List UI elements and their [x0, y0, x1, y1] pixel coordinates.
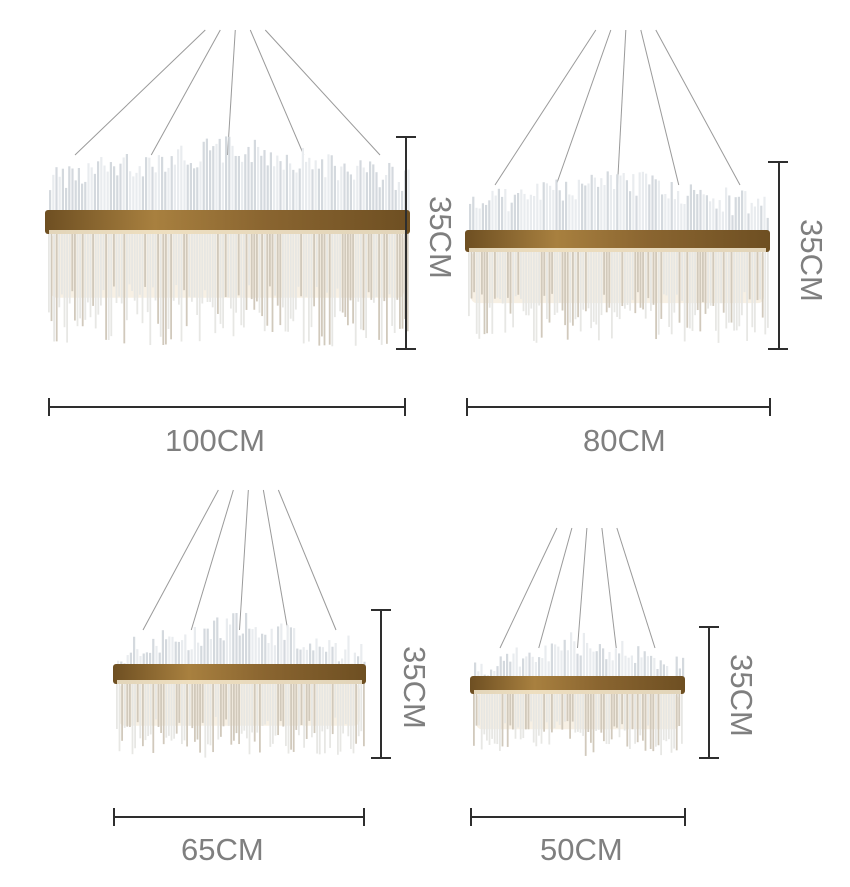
height-cap-top-50cm: [699, 626, 719, 628]
width-line-100cm: [48, 406, 406, 408]
width-cap-left-50cm: [470, 808, 472, 826]
width-label-80cm: 80CM: [583, 423, 666, 458]
width-label-65cm: 65CM: [181, 832, 264, 867]
height-cap-top-80cm: [768, 161, 788, 163]
width-line-80cm: [466, 406, 771, 408]
height-line-65cm: [380, 610, 382, 758]
width-cap-right-100cm: [404, 398, 406, 416]
width-label-50cm: 50CM: [540, 832, 623, 867]
height-line-100cm: [405, 137, 407, 349]
width-line-50cm: [470, 816, 686, 818]
width-cap-right-65cm: [363, 808, 365, 826]
width-cap-right-50cm: [684, 808, 686, 826]
width-cap-left-65cm: [113, 808, 115, 826]
height-cap-bottom-100cm: [396, 348, 416, 350]
height-cap-bottom-65cm: [371, 757, 391, 759]
height-cap-bottom-80cm: [768, 348, 788, 350]
width-cap-left-100cm: [48, 398, 50, 416]
height-line-50cm: [708, 627, 710, 759]
width-line-65cm: [113, 816, 365, 818]
width-label-100cm: 100CM: [165, 423, 265, 458]
width-cap-left-80cm: [466, 398, 468, 416]
height-cap-bottom-50cm: [699, 757, 719, 759]
height-cap-top-100cm: [396, 136, 416, 138]
width-cap-right-80cm: [769, 398, 771, 416]
height-cap-top-65cm: [371, 609, 391, 611]
height-line-80cm: [778, 162, 780, 350]
height-label-50cm: 35CM: [723, 654, 759, 737]
